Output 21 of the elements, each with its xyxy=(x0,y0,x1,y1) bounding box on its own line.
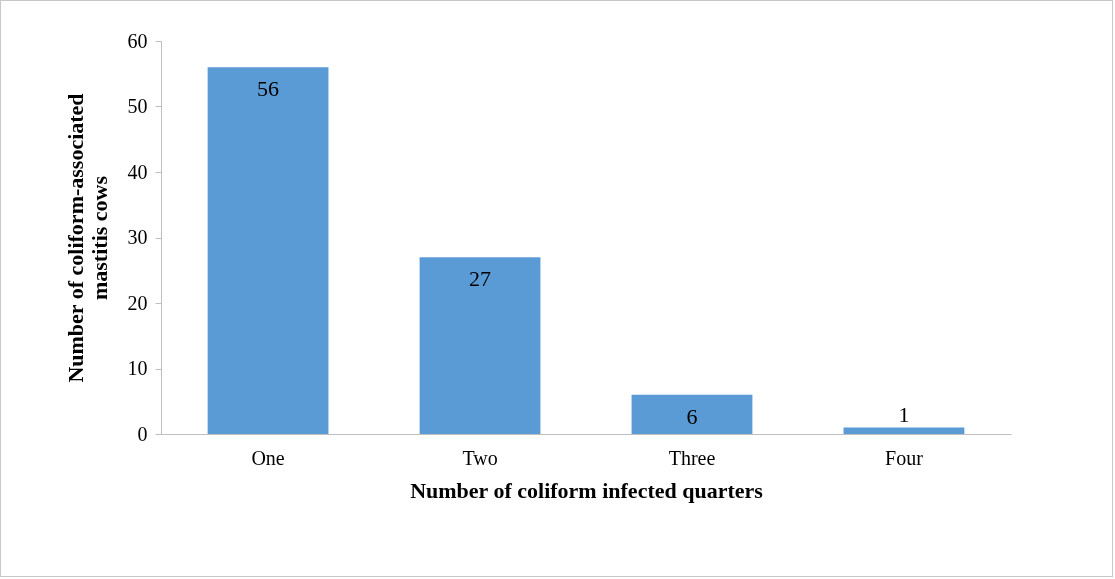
y-tick-label: 40 xyxy=(127,160,148,183)
y-tick-label: 0 xyxy=(137,422,148,445)
y-axis-title: Number of coliform-associated mastitis cows xyxy=(62,93,112,383)
x-tick-label: Four xyxy=(885,446,924,469)
bar xyxy=(631,394,753,434)
bar xyxy=(843,427,965,434)
bar xyxy=(207,67,329,434)
y-tick-label: 20 xyxy=(127,291,148,314)
y-tick-label: 60 xyxy=(127,29,148,52)
data-label: 1 xyxy=(898,402,910,428)
data-label: 27 xyxy=(469,266,492,292)
x-tick-label: Two xyxy=(462,446,498,469)
x-axis-title: Number of coliform infected quarters xyxy=(410,477,764,503)
x-tick-label: One xyxy=(251,446,285,469)
bar xyxy=(419,257,541,434)
data-label: 56 xyxy=(257,76,280,102)
data-label: 6 xyxy=(686,403,698,429)
y-tick-label: 30 xyxy=(127,226,148,248)
y-tick-label: 50 xyxy=(127,95,148,117)
x-tick-label: Three xyxy=(668,446,716,469)
y-tick-label: 10 xyxy=(127,357,148,379)
